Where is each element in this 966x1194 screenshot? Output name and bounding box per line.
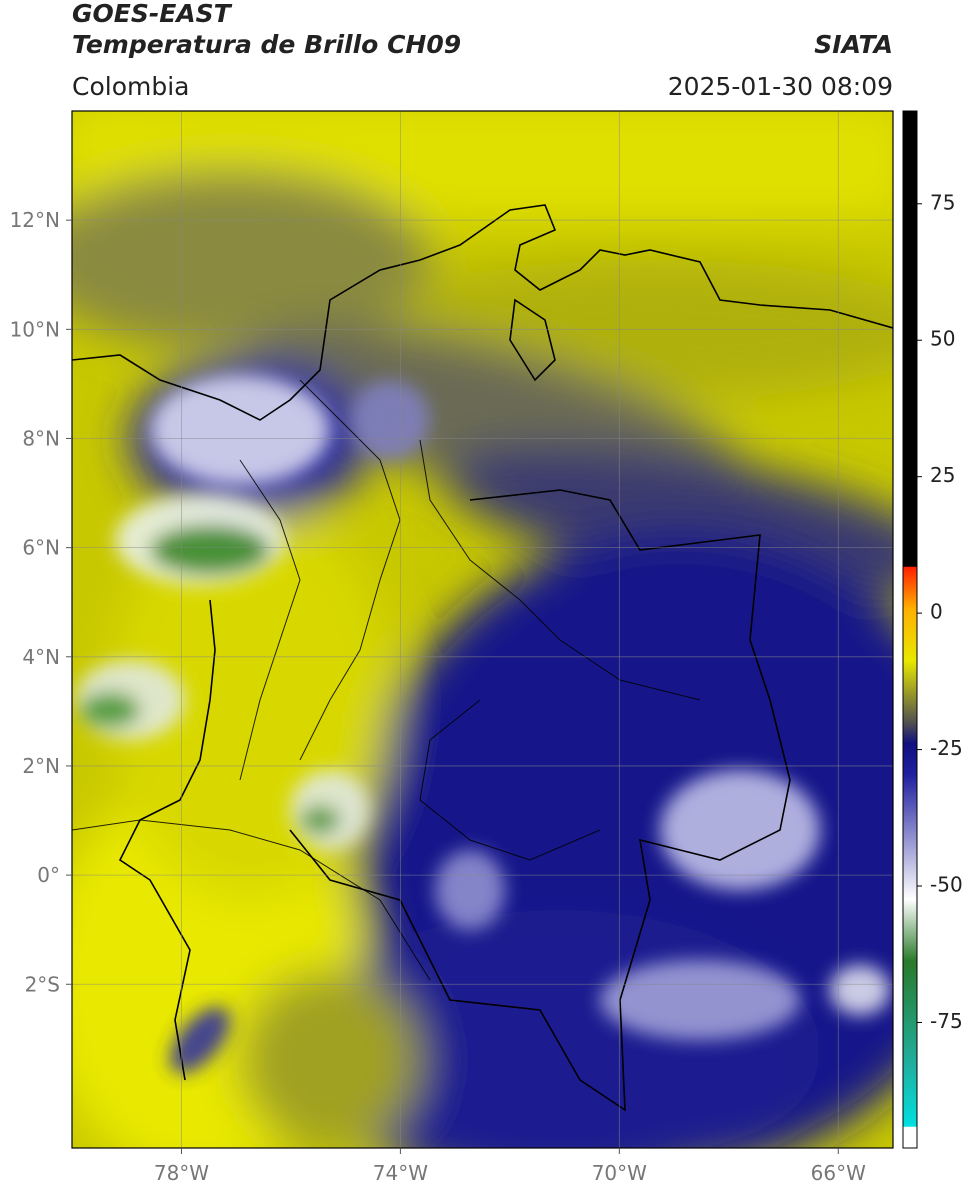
title: GOES-EAST xyxy=(72,0,233,28)
y-tick-label: 4°N xyxy=(22,645,60,669)
source: SIATA xyxy=(814,30,893,59)
colorbar-tick-label: -75 xyxy=(930,1009,963,1033)
colorbar xyxy=(902,110,918,1149)
x-tick-label: 66°W xyxy=(811,1161,866,1185)
x-tick-label: 70°W xyxy=(592,1161,647,1185)
y-tick-label: 6°N xyxy=(22,536,60,560)
datetime: 2025-01-30 08:09 xyxy=(668,72,893,101)
x-tick-label: 74°W xyxy=(373,1161,428,1185)
y-tick-label: 0° xyxy=(37,863,60,887)
y-tick-label: 10°N xyxy=(10,317,60,341)
colorbar-tick-label: 75 xyxy=(930,190,955,214)
y-tick-label: 12°N xyxy=(10,208,60,232)
colorbar-tick-label: -50 xyxy=(930,873,963,897)
colorbar-tick-label: 0 xyxy=(930,600,943,624)
y-tick-label: 8°N xyxy=(22,426,60,450)
x-tick-label: 78°W xyxy=(154,1161,209,1185)
satellite-image xyxy=(72,111,893,1148)
colorbar-tick-label: -25 xyxy=(930,736,963,760)
y-tick-label: 2°N xyxy=(22,754,60,778)
borders xyxy=(72,379,701,981)
colorbar-tick-label: 25 xyxy=(930,463,955,487)
region: Colombia xyxy=(72,72,189,101)
colorbar-tick-label: 50 xyxy=(930,327,955,351)
subtitle: Temperatura de Brillo CH09 xyxy=(72,30,461,59)
graticule xyxy=(72,111,893,1148)
y-tick-label: 2°S xyxy=(25,972,60,996)
map-frame xyxy=(71,110,894,1149)
